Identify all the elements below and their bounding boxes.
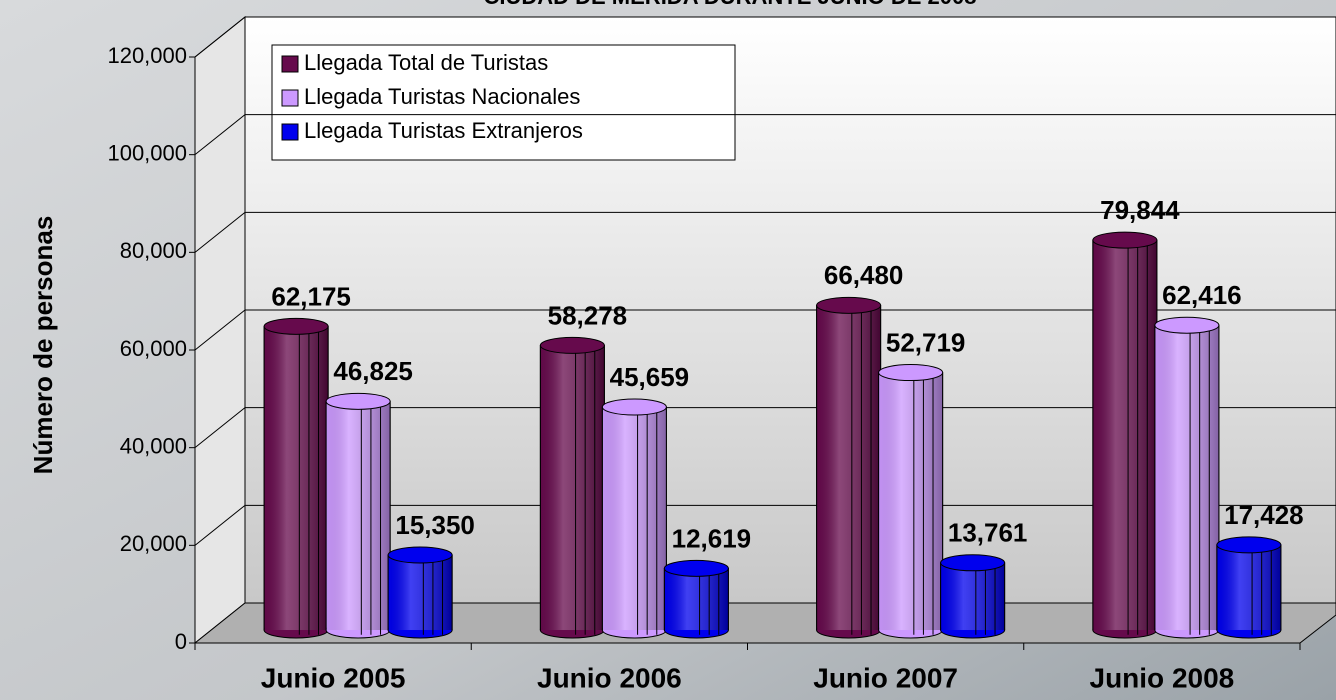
data-label: 15,350 bbox=[395, 510, 475, 540]
bar-shade bbox=[326, 401, 390, 630]
y-tick-label: 40,000 bbox=[120, 433, 187, 458]
legend-swatch bbox=[281, 55, 299, 73]
bar-top bbox=[663, 559, 729, 577]
y-tick-label: 60,000 bbox=[120, 336, 187, 361]
bar-top bbox=[816, 296, 882, 314]
data-label: 62,175 bbox=[271, 281, 351, 311]
legend-box bbox=[271, 44, 736, 161]
grid-line bbox=[194, 309, 246, 351]
bar-top bbox=[1092, 231, 1158, 249]
data-label: 12,619 bbox=[672, 523, 752, 553]
y-tick-label: 80,000 bbox=[120, 238, 187, 263]
x-tick-label: Junio 2007 bbox=[813, 662, 958, 693]
bar bbox=[878, 364, 944, 639]
bar bbox=[263, 317, 329, 639]
grid-line bbox=[194, 16, 246, 58]
y-tick-label: 0 bbox=[175, 629, 187, 654]
x-tick-label: Junio 2008 bbox=[1090, 662, 1235, 693]
data-label: 46,825 bbox=[333, 356, 413, 386]
bar-shade bbox=[540, 345, 604, 630]
bar-shade bbox=[388, 555, 452, 630]
bar-shade bbox=[1155, 325, 1219, 630]
legend-swatch bbox=[281, 89, 299, 107]
bar bbox=[1092, 231, 1158, 639]
legend-label: Llegada Turistas Extranjeros bbox=[304, 118, 583, 143]
chart-title: CIUDAD DE MERIDA DURANTE JUNIO DE 2008 bbox=[483, 0, 976, 9]
y-tick-label: 100,000 bbox=[107, 140, 187, 165]
bar-shade bbox=[1093, 240, 1157, 630]
grid-line bbox=[194, 211, 246, 253]
data-label: 45,659 bbox=[610, 362, 690, 392]
bar-top bbox=[325, 392, 391, 410]
data-label: 62,416 bbox=[1162, 280, 1242, 310]
bar bbox=[940, 554, 1006, 639]
grid-line bbox=[194, 504, 246, 546]
data-label: 79,844 bbox=[1100, 195, 1180, 225]
bar bbox=[816, 296, 882, 639]
bar-top bbox=[940, 554, 1006, 572]
bar-top bbox=[263, 317, 329, 335]
data-label: 17,428 bbox=[1224, 500, 1304, 530]
data-label: 52,719 bbox=[886, 327, 966, 357]
data-label: 13,761 bbox=[948, 518, 1028, 548]
y-tick-label: 120,000 bbox=[107, 43, 187, 68]
bar bbox=[1154, 316, 1220, 639]
bar-shade bbox=[1217, 544, 1281, 630]
bar bbox=[539, 336, 605, 639]
bar bbox=[601, 398, 667, 639]
x-tick-label: Junio 2005 bbox=[261, 662, 406, 693]
legend: Llegada Total de Turistas Llegada Turista… bbox=[271, 44, 736, 161]
bar-shade bbox=[602, 407, 666, 630]
bar bbox=[387, 546, 453, 639]
bar-shade bbox=[817, 305, 881, 630]
grid-line bbox=[194, 407, 246, 449]
data-label: 66,480 bbox=[824, 260, 904, 290]
bar-top bbox=[387, 546, 453, 564]
bar-shade bbox=[664, 568, 728, 630]
x-tick-label: Junio 2006 bbox=[537, 662, 682, 693]
grid-line bbox=[194, 114, 246, 156]
y-axis-label: Número de personas bbox=[28, 216, 58, 475]
bar-top bbox=[601, 398, 667, 416]
bar bbox=[1216, 536, 1282, 639]
bar-shade bbox=[941, 562, 1005, 630]
bar-shade bbox=[879, 372, 943, 630]
legend-label: Llegada Turistas Nacionales bbox=[304, 84, 580, 109]
bar-top bbox=[1154, 316, 1220, 334]
bar bbox=[663, 559, 729, 639]
bar-shade bbox=[264, 326, 328, 630]
bar-top bbox=[878, 364, 944, 382]
bar-top bbox=[1216, 536, 1282, 554]
legend-label: Llegada Total de Turistas bbox=[304, 50, 548, 75]
y-tick-label: 20,000 bbox=[120, 531, 187, 556]
bar bbox=[325, 392, 391, 639]
legend-swatch bbox=[281, 123, 299, 141]
bar-top bbox=[539, 336, 605, 354]
data-label: 58,278 bbox=[548, 300, 628, 330]
